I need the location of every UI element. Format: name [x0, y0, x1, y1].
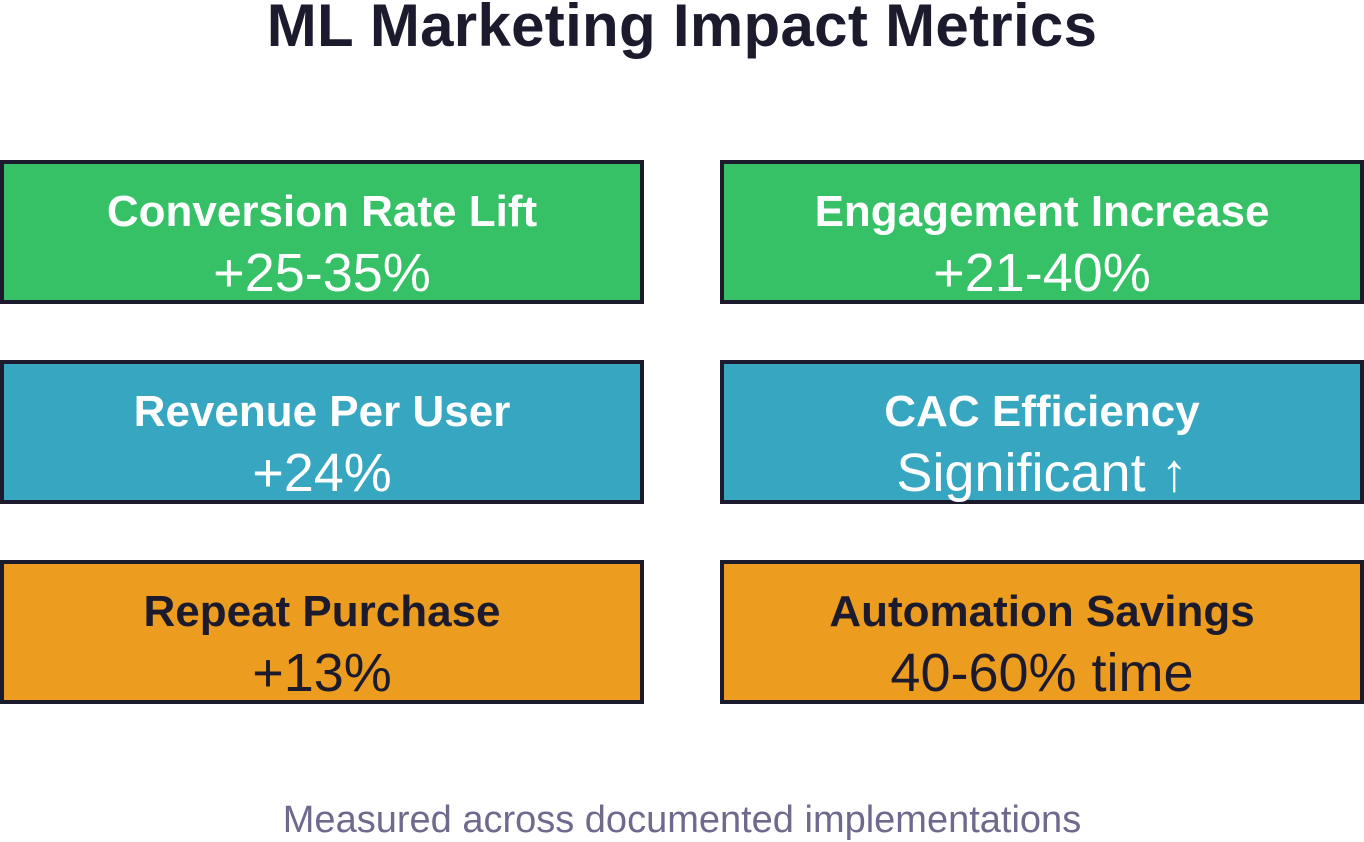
footer-note: Measured across documented implementatio…: [282, 799, 1082, 841]
metric-value: 40-60% time: [890, 643, 1194, 703]
metric-card-engagement-increase: Engagement Increase +21-40%: [720, 160, 1364, 304]
metric-card-revenue-per-user: Revenue Per User +24%: [0, 360, 644, 504]
metric-card-conversion-rate-lift: Conversion Rate Lift +25-35%: [0, 160, 644, 304]
metric-label: Repeat Purchase: [143, 587, 501, 636]
metric-card-automation-savings: Automation Savings 40-60% time: [720, 560, 1364, 704]
metric-label: Conversion Rate Lift: [106, 187, 538, 236]
metric-value: +24%: [252, 443, 392, 503]
metric-card-cac-efficiency: CAC Efficiency Significant ↑: [720, 360, 1364, 504]
metric-card-repeat-purchase: Repeat Purchase +13%: [0, 560, 644, 704]
metric-label: Revenue Per User: [133, 387, 511, 436]
metric-value: +13%: [252, 643, 392, 703]
metric-label: Automation Savings: [829, 587, 1255, 636]
page-title: ML Marketing Impact Metrics: [266, 0, 1098, 59]
metric-label: CAC Efficiency: [884, 387, 1200, 436]
metric-value: +25-35%: [213, 243, 431, 303]
metric-value: +21-40%: [933, 243, 1151, 303]
metric-value: Significant ↑: [896, 443, 1188, 503]
metric-label: Engagement Increase: [814, 187, 1270, 236]
